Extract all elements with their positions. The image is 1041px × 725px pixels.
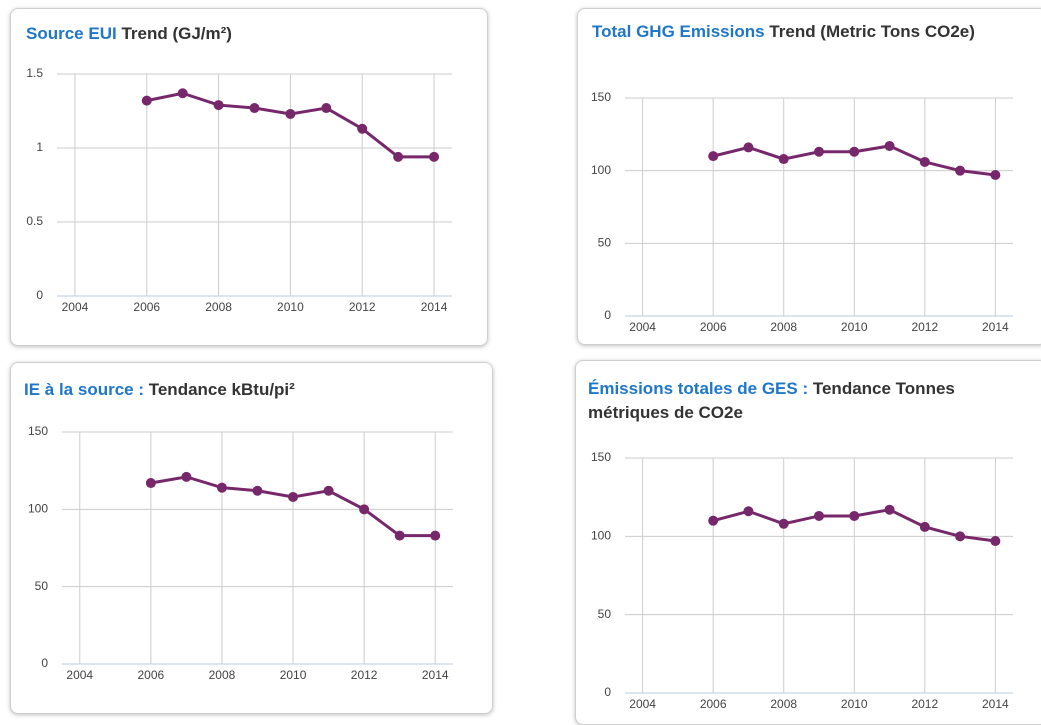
x-tick-label: 2004 <box>629 320 656 334</box>
data-point <box>323 485 334 496</box>
x-tick-label: 2004 <box>629 697 656 711</box>
x-tick-label: 2010 <box>841 697 868 711</box>
data-point <box>955 165 966 176</box>
x-tick-label: 2010 <box>277 300 304 314</box>
y-tick-label: 0 <box>604 685 611 699</box>
y-tick-label: 0 <box>41 656 48 670</box>
title-text: Trend (Metric Tons CO2e) <box>769 22 975 41</box>
y-tick-label: 0.5 <box>26 214 43 228</box>
data-point <box>884 140 895 151</box>
data-point <box>919 156 930 167</box>
title-text: Trend (GJ/m²) <box>121 24 232 43</box>
data-point <box>393 151 404 162</box>
y-tick-label: 150 <box>28 424 48 438</box>
data-point <box>814 510 824 521</box>
data-point <box>181 471 192 482</box>
x-tick-label: 2006 <box>133 300 160 314</box>
data-point <box>394 530 405 541</box>
y-tick-label: 1.5 <box>26 66 43 80</box>
y-tick-label: 150 <box>591 90 611 104</box>
data-point <box>249 103 260 114</box>
x-tick-label: 2012 <box>911 320 938 334</box>
card <box>575 360 1041 725</box>
data-point <box>990 536 1001 547</box>
data-point <box>430 530 441 541</box>
y-tick-label: 0 <box>604 308 611 322</box>
title-lead: IE à la source : <box>24 380 144 399</box>
y-tick-label: 1 <box>36 140 43 154</box>
y-tick-label: 150 <box>591 450 611 464</box>
chart-title: Total GHG Emissions Trend (Metric Tons C… <box>592 20 1012 44</box>
data-point <box>919 521 930 532</box>
x-tick-label: 2012 <box>351 668 378 682</box>
data-point <box>990 170 1001 181</box>
y-tick-label: 100 <box>28 502 48 516</box>
chart-title: Émissions totales de GES : Tendance Tonn… <box>588 377 1033 425</box>
chart-title: Source EUI Trend (GJ/m²) <box>26 22 476 46</box>
data-point <box>955 531 966 542</box>
x-tick-label: 2010 <box>841 320 868 334</box>
title-lead: Source EUI <box>26 24 117 43</box>
x-tick-label: 2008 <box>209 668 236 682</box>
x-tick-label: 2004 <box>62 300 89 314</box>
card <box>10 362 493 714</box>
y-tick-label: 0 <box>36 288 43 302</box>
data-point <box>849 510 860 521</box>
x-tick-label: 2004 <box>66 668 93 682</box>
card <box>10 8 488 346</box>
data-point <box>778 154 789 165</box>
data-point <box>708 515 719 526</box>
data-point <box>884 504 895 515</box>
x-tick-label: 2008 <box>205 300 232 314</box>
data-point <box>216 482 227 493</box>
x-tick-label: 2006 <box>700 320 727 334</box>
x-tick-label: 2012 <box>349 300 376 314</box>
data-point <box>814 146 824 157</box>
data-point <box>252 485 263 496</box>
y-tick-label: 100 <box>591 163 611 177</box>
title-lead: Total GHG Emissions <box>592 22 765 41</box>
title-text: Tendance Tonnes métriques de CO2e <box>588 379 955 422</box>
data-point <box>285 108 296 119</box>
title-text: Tendance kBtu/pi² <box>148 380 295 399</box>
x-tick-label: 2014 <box>982 320 1009 334</box>
data-point <box>708 151 719 162</box>
data-point <box>213 100 224 111</box>
x-tick-label: 2010 <box>280 668 307 682</box>
x-tick-label: 2014 <box>982 697 1009 711</box>
data-point <box>743 142 754 153</box>
x-tick-label: 2008 <box>770 320 797 334</box>
data-point <box>357 123 368 134</box>
data-point <box>778 518 789 529</box>
x-tick-label: 2006 <box>700 697 727 711</box>
title-lead: Émissions totales de GES : <box>588 379 809 398</box>
data-point <box>141 95 152 106</box>
data-point <box>145 478 156 489</box>
y-tick-label: 50 <box>35 579 49 593</box>
x-tick-label: 2012 <box>911 697 938 711</box>
data-point <box>743 506 754 517</box>
x-tick-label: 2014 <box>421 300 448 314</box>
data-point <box>288 491 299 502</box>
data-point <box>359 504 370 515</box>
y-tick-label: 50 <box>598 236 612 250</box>
card <box>577 8 1041 345</box>
data-point <box>321 103 332 114</box>
x-tick-label: 2006 <box>138 668 165 682</box>
data-point <box>429 151 440 162</box>
data-point <box>177 88 188 99</box>
x-tick-label: 2008 <box>770 697 797 711</box>
y-tick-label: 100 <box>591 529 611 543</box>
data-point <box>849 146 860 157</box>
chart-title: IE à la source : Tendance kBtu/pi² <box>24 378 474 402</box>
y-tick-label: 50 <box>598 607 612 621</box>
x-tick-label: 2014 <box>422 668 449 682</box>
